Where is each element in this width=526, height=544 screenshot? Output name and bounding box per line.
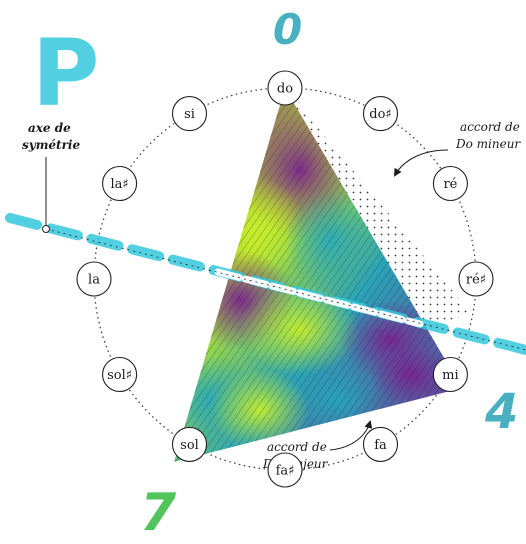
pitch-node-label: sol (180, 438, 199, 453)
pitch-node-circle (267, 70, 303, 106)
pitch-node-circle (102, 356, 138, 393)
pitch-node-7: sol (171, 426, 208, 462)
symmetry-axis (5, 213, 526, 355)
pitch-node-label: do♯ (369, 107, 391, 122)
pitch-node-6: fa♯ (267, 452, 303, 488)
pitch-node-circle (432, 356, 468, 393)
major-note-arrow (329, 420, 373, 451)
pitch-class-nodes: do do♯ ré ré♯ mi fa fa♯ sol sol♯ la la♯ si (76, 70, 494, 488)
pitch-node-0: do (267, 70, 303, 106)
pitch-node-10: la♯ (102, 165, 138, 202)
pitch-node-label: la♯ (110, 177, 128, 192)
pitch-node-circle (171, 426, 208, 462)
major-note-line1: accord de (267, 440, 327, 454)
pitch-node-label: mi (442, 368, 459, 383)
axis-label-line1: axe de (28, 121, 71, 135)
pitch-node-1: do♯ (362, 96, 399, 132)
pitch-node-label: la (88, 273, 100, 288)
pitch-node-circle (171, 96, 208, 132)
pitch-node-label: fa (374, 438, 387, 453)
pitch-node-circle (362, 426, 399, 462)
minor-note-line1: accord de (460, 120, 520, 134)
pitch-node-circle (267, 452, 303, 488)
big-letter-p: P (32, 20, 99, 127)
pitch-node-5: fa (362, 426, 399, 462)
pitch-node-label: si (184, 107, 195, 122)
corner-number-right: 4 (484, 384, 518, 440)
minor-note-arrow (393, 149, 449, 177)
pitch-node-11: si (171, 96, 208, 132)
corner-number-bottom: 7 (140, 483, 177, 543)
pitch-node-label: ré (443, 177, 457, 192)
pitch-node-circle (432, 165, 468, 202)
minor-note-line2: Do mineur (455, 137, 521, 151)
pitch-node-circle (76, 261, 112, 297)
pitch-node-8: sol♯ (102, 356, 138, 393)
axis-label-line2: symétrie (22, 138, 80, 152)
pitch-node-label: do (277, 82, 293, 97)
pitch-node-label: sol♯ (107, 368, 132, 383)
pitch-node-circle (362, 96, 399, 132)
pitch-node-3: ré♯ (458, 261, 494, 297)
pitch-node-9: la (76, 261, 112, 297)
pitch-node-2: ré (432, 165, 468, 202)
pitch-node-circle (458, 261, 494, 297)
pitch-node-label: ré♯ (466, 273, 486, 288)
pitch-node-4: mi (432, 356, 468, 393)
corner-number-top: 0 (273, 5, 302, 54)
pitch-node-label: fa♯ (276, 464, 295, 479)
pitch-node-circle (102, 165, 138, 202)
